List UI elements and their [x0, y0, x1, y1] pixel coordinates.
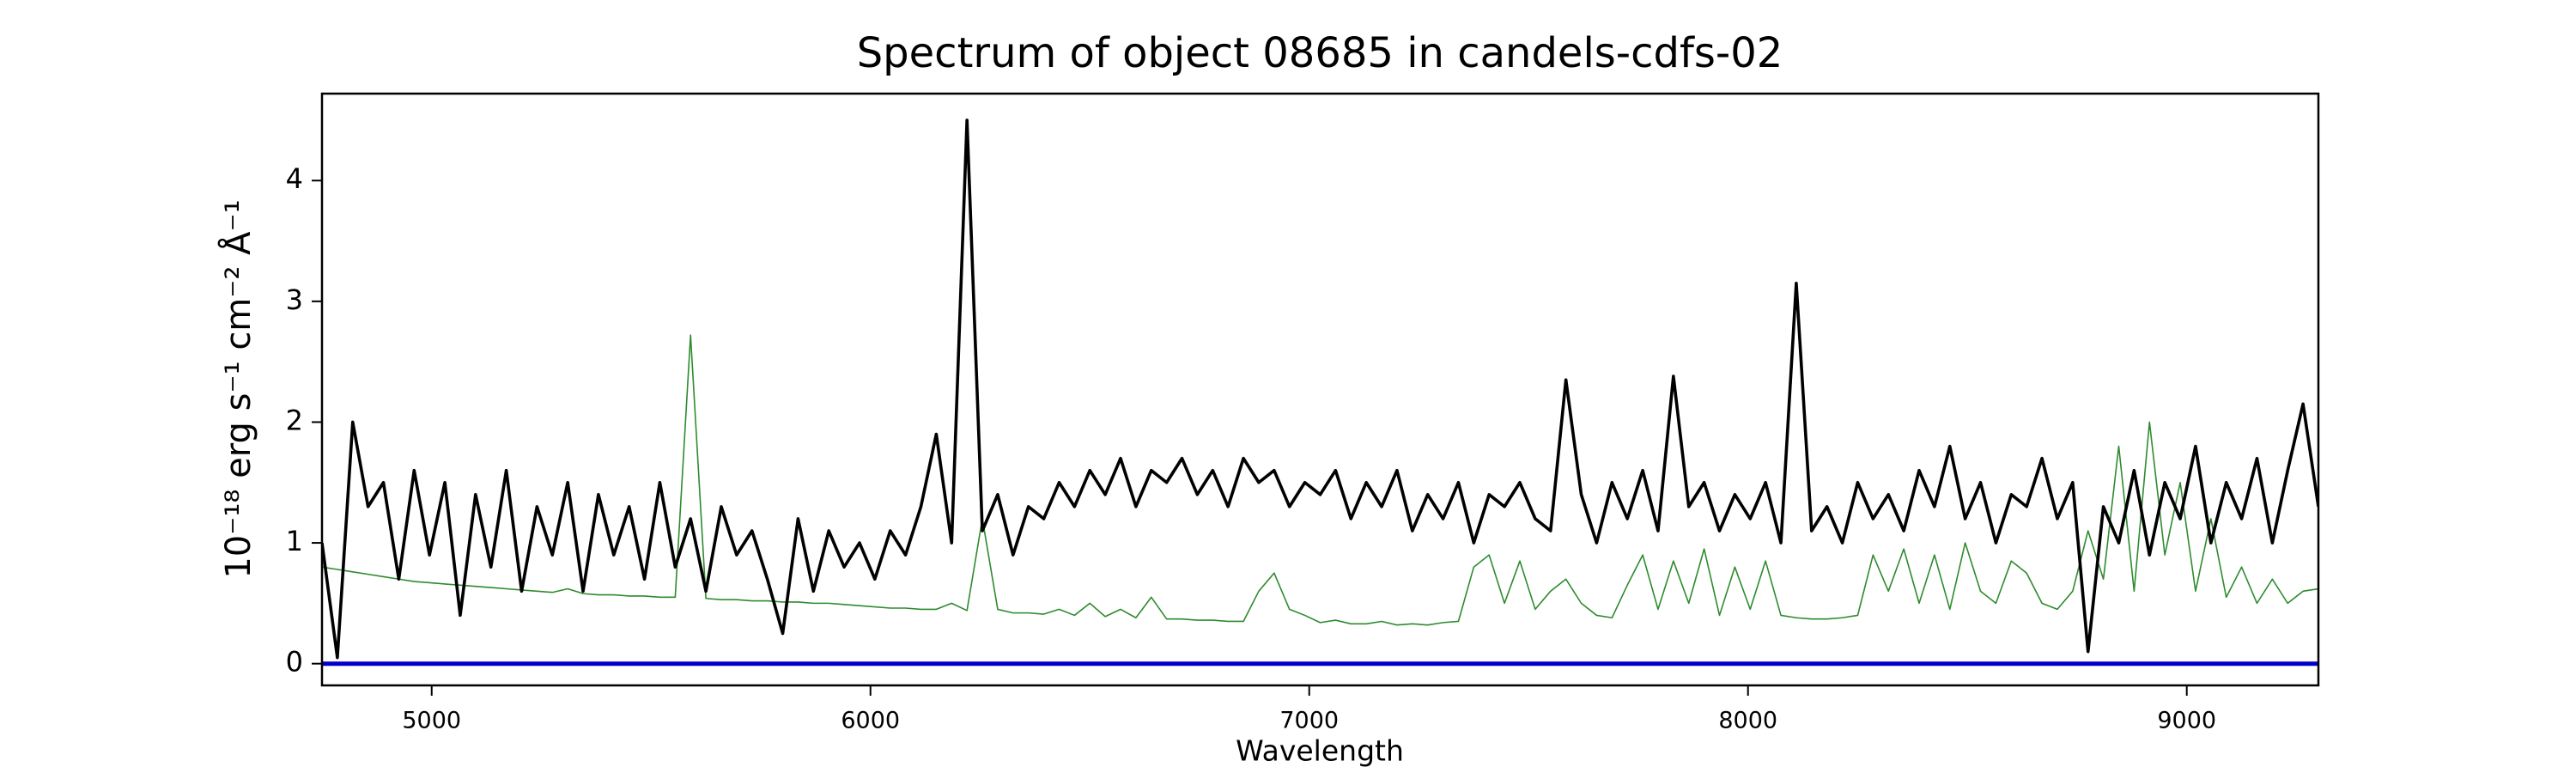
x-tick-label: 8000 — [1718, 708, 1777, 734]
y-tick-label: 3 — [286, 283, 303, 316]
chart-title: Spectrum of object 08685 in candels-cdfs… — [857, 29, 1783, 77]
x-tick-label: 6000 — [841, 708, 900, 734]
y-tick-label: 0 — [286, 646, 303, 679]
x-tick-label: 5000 — [402, 708, 461, 734]
y-tick-label: 1 — [286, 525, 303, 557]
plot-frame — [320, 92, 2320, 687]
x-tick-label: 7000 — [1279, 708, 1339, 734]
y-axis-label: 10⁻¹⁸ erg s⁻¹ cm⁻² Å⁻¹ — [217, 199, 258, 578]
spectrum-line — [322, 334, 2318, 626]
x-axis-label: Wavelength — [1236, 734, 1404, 768]
spectrum-line — [322, 119, 2318, 660]
y-tick-label: 2 — [286, 404, 303, 436]
plot-area — [322, 119, 2318, 666]
y-tick-label: 4 — [286, 162, 303, 195]
x-tick-label: 9000 — [2157, 708, 2216, 734]
